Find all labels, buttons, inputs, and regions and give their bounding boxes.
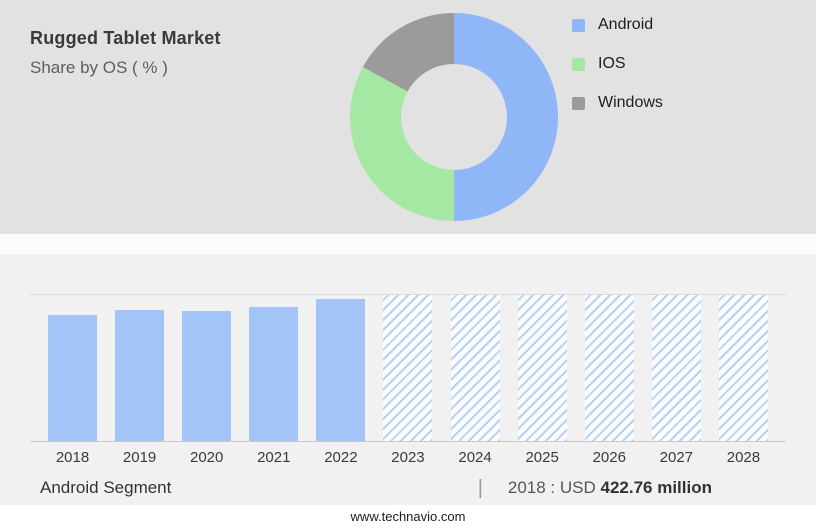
bar-2018 [48, 315, 97, 441]
windows-swatch [572, 96, 585, 110]
x-axis-labels: 2018 2019 2020 2021 2022 2023 2024 2025 2026 2027… [30, 442, 786, 472]
bar-2025-forecast [517, 295, 567, 441]
caption-value: | 2018 : USD 422.76 million [478, 477, 712, 500]
page-title: Rugged Tablet Market [30, 28, 221, 48]
bar-series [30, 295, 786, 441]
x-axis-label-2027: 2027 [659, 448, 694, 466]
bar-chart [30, 294, 786, 442]
bar-2024-forecast [450, 295, 500, 441]
donut-hole [401, 64, 507, 170]
donut-legend: Android IOS Windows [572, 16, 663, 133]
bottom-panel: 2018 2019 2020 2021 2022 2023 2024 2025 2026 2027… [0, 254, 816, 505]
header: Rugged Tablet Market Share by OS ( % ) [30, 28, 221, 78]
bar-2027-forecast [651, 295, 701, 441]
x-axis-label-2026: 2026 [592, 448, 626, 466]
x-axis-label-2021: 2021 [257, 448, 291, 466]
caption-row: Android Segment | 2018 : USD 422.76 mill… [40, 472, 712, 504]
x-axis-label-2019: 2019 [122, 448, 157, 466]
x-axis-label-2022: 2022 [324, 448, 358, 466]
caption-separator: | [477, 476, 483, 499]
caption-value-amount: 422.76 million [600, 478, 713, 497]
bar-2026-forecast [584, 295, 634, 441]
bar-2022 [316, 299, 366, 441]
donut-chart [350, 13, 558, 221]
legend-label: Android [598, 16, 654, 33]
bar-2019 [115, 309, 165, 441]
legend-item-ios: IOS [572, 55, 663, 73]
bar-2028-forecast [718, 295, 768, 441]
bar-2020 [182, 311, 232, 441]
x-axis-label-2028: 2028 [726, 448, 761, 466]
bar-2023-forecast [383, 295, 433, 441]
top-panel: Rugged Tablet Market Share by OS ( % ) A… [0, 0, 816, 234]
page-subtitle: Share by OS ( % ) [30, 58, 168, 77]
x-axis-label-2023: 2023 [391, 448, 425, 466]
website-url: www.technavio.com [350, 509, 466, 524]
caption-value-prefix: 2018 : USD [507, 478, 601, 497]
x-axis-label-2025: 2025 [525, 448, 559, 466]
segment-label: Android Segment [40, 478, 172, 497]
legend-label: Windows [598, 94, 663, 111]
ios-swatch [572, 57, 585, 71]
bar-2021 [249, 306, 299, 441]
legend-label: IOS [598, 55, 626, 72]
legend-item-android: Android [572, 16, 663, 34]
x-axis-label-2020: 2020 [190, 448, 224, 466]
site-footer: www.technavio.com [0, 505, 816, 528]
x-axis-label-2018: 2018 [55, 448, 90, 466]
x-axis-label-2024: 2024 [458, 448, 492, 466]
legend-item-windows: Windows [572, 94, 663, 112]
android-swatch [572, 18, 585, 32]
